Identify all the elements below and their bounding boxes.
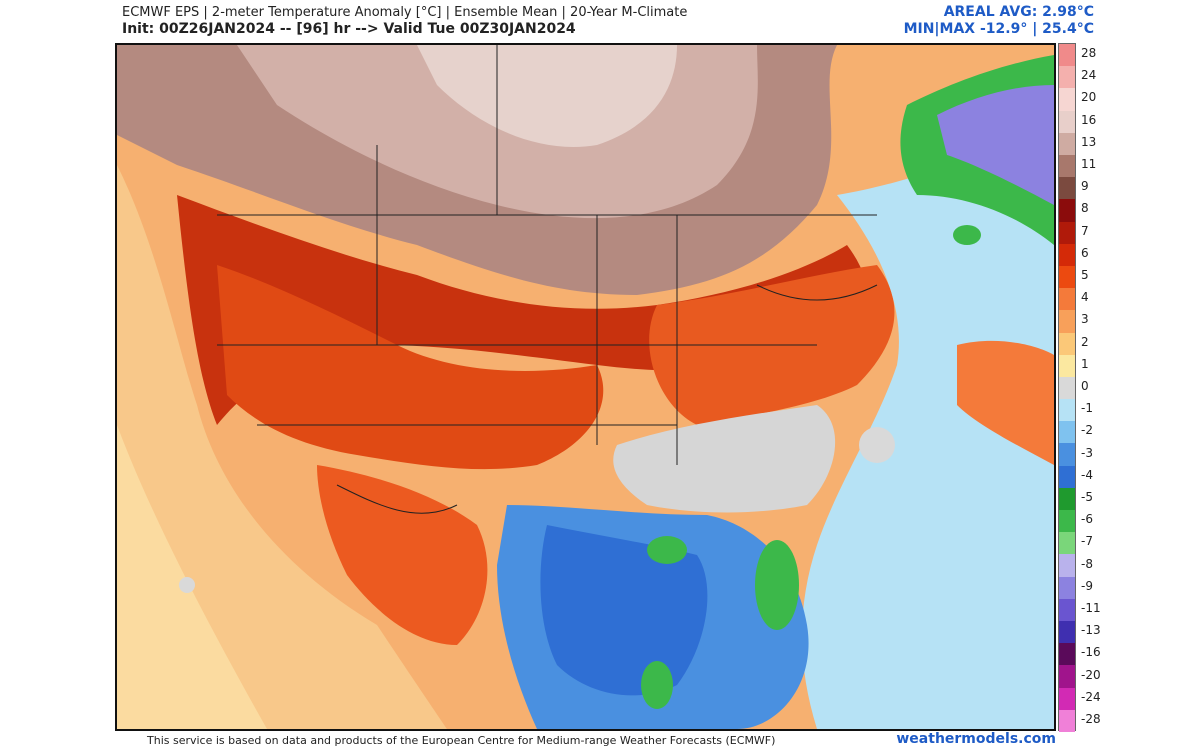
color-scale-label: 16 bbox=[1081, 112, 1097, 127]
color-scale-step bbox=[1059, 465, 1075, 489]
color-scale-label: -11 bbox=[1081, 600, 1101, 615]
maritimes-cold-spot bbox=[953, 225, 981, 245]
color-scale-step bbox=[1059, 199, 1075, 223]
florida-cold-spot bbox=[755, 540, 799, 630]
color-scale-label: -28 bbox=[1081, 711, 1101, 726]
color-scale-label: 24 bbox=[1081, 68, 1097, 83]
color-scale-step bbox=[1059, 44, 1075, 67]
pacific-warm-patch bbox=[117, 425, 267, 729]
color-scale-step bbox=[1059, 621, 1075, 644]
color-scale-step bbox=[1059, 154, 1075, 178]
color-scale-label: -13 bbox=[1081, 623, 1101, 638]
color-scale-label: -5 bbox=[1081, 489, 1093, 504]
color-scale-step bbox=[1059, 687, 1075, 711]
color-scale-label: -16 bbox=[1081, 645, 1101, 660]
color-scale-step bbox=[1059, 443, 1075, 467]
gulf-cold-spot bbox=[647, 536, 687, 564]
color-scale-label: -24 bbox=[1081, 689, 1101, 704]
canada-anomaly-light bbox=[417, 45, 677, 147]
color-scale-step bbox=[1059, 554, 1075, 578]
color-scale-step bbox=[1059, 665, 1075, 689]
map-header: ECMWF EPS | 2-meter Temperature Anomaly … bbox=[122, 4, 687, 38]
color-scale-label: -1 bbox=[1081, 401, 1093, 416]
color-scale-label: 8 bbox=[1081, 201, 1089, 216]
color-scale-label: -2 bbox=[1081, 423, 1093, 438]
color-scale-label: -7 bbox=[1081, 534, 1093, 549]
anomaly-map bbox=[115, 43, 1056, 731]
color-scale-step bbox=[1059, 288, 1075, 311]
color-scale-label: 9 bbox=[1081, 179, 1089, 194]
color-scale-step bbox=[1059, 88, 1075, 112]
color-scale-step bbox=[1059, 487, 1075, 511]
western-us-warm bbox=[217, 265, 604, 470]
color-scale-step bbox=[1059, 110, 1075, 134]
color-scale-step bbox=[1059, 709, 1075, 733]
color-scale-step bbox=[1059, 243, 1075, 267]
color-scale-step bbox=[1059, 598, 1075, 622]
gulf-cold-core bbox=[540, 525, 708, 696]
product-title: ECMWF EPS | 2-meter Temperature Anomaly … bbox=[122, 5, 688, 20]
yucatan-cold-spot bbox=[641, 661, 673, 709]
color-scale-label: 4 bbox=[1081, 290, 1089, 305]
color-scale-label: -9 bbox=[1081, 578, 1093, 593]
color-scale-step bbox=[1059, 376, 1075, 400]
areal-average: AREAL AVG: 2.98°C bbox=[943, 4, 1094, 20]
color-scale-step bbox=[1059, 310, 1075, 333]
atlantic-cool bbox=[802, 125, 1054, 729]
color-scale-step bbox=[1059, 332, 1075, 356]
color-scale-label: 5 bbox=[1081, 268, 1089, 283]
color-scale-label: 3 bbox=[1081, 312, 1089, 327]
color-scale-label: -3 bbox=[1081, 445, 1093, 460]
color-scale-step bbox=[1059, 421, 1075, 444]
color-scale-label: 0 bbox=[1081, 379, 1089, 393]
color-scale-label: 2 bbox=[1081, 334, 1089, 349]
min-max: MIN|MAX -12.9° | 25.4°C bbox=[903, 21, 1094, 37]
color-scale-step bbox=[1059, 177, 1075, 200]
color-scale-step bbox=[1059, 532, 1075, 555]
map-canvas bbox=[117, 45, 1054, 729]
color-scale-label: 7 bbox=[1081, 223, 1089, 238]
color-scale-label: 13 bbox=[1081, 134, 1097, 149]
color-scale-step bbox=[1059, 132, 1075, 156]
color-scale-step bbox=[1059, 265, 1075, 289]
atlantic-warm-spot bbox=[957, 340, 1054, 465]
color-scale-step bbox=[1059, 510, 1075, 533]
color-scale-step bbox=[1059, 354, 1075, 378]
color-scale-step bbox=[1059, 66, 1075, 89]
color-scale-label: 6 bbox=[1081, 245, 1089, 260]
color-scale-label: 11 bbox=[1081, 157, 1097, 172]
init-valid-time: Init: 00Z26JAN2024 -- [96] hr --> Valid … bbox=[122, 21, 576, 37]
neutral-patch bbox=[179, 577, 195, 593]
color-scale-label: 1 bbox=[1081, 356, 1089, 371]
neutral-patch bbox=[859, 427, 895, 463]
color-scale-label: -4 bbox=[1081, 467, 1093, 482]
labrador-cold bbox=[937, 85, 1054, 205]
color-scale-step bbox=[1059, 576, 1075, 600]
color-scale-step bbox=[1059, 643, 1075, 666]
color-scale-label: -6 bbox=[1081, 512, 1093, 527]
data-credit: This service is based on data and produc… bbox=[147, 734, 776, 747]
color-scale-label: 20 bbox=[1081, 90, 1097, 105]
color-scale-label: -8 bbox=[1081, 556, 1093, 571]
southeast-neutral bbox=[613, 405, 836, 513]
color-scale-step bbox=[1059, 221, 1075, 245]
boundaries bbox=[217, 45, 878, 514]
color-scale-label: -20 bbox=[1081, 667, 1101, 682]
site-link[interactable]: weathermodels.com bbox=[896, 731, 1056, 747]
color-scale-label: 28 bbox=[1081, 46, 1097, 61]
stats-header: AREAL AVG: 2.98°C MIN|MAX -12.9° | 25.4°… bbox=[904, 4, 1094, 38]
pacific-anomaly bbox=[117, 165, 447, 729]
color-scale-step bbox=[1059, 399, 1075, 422]
color-scale-bar bbox=[1058, 43, 1076, 733]
